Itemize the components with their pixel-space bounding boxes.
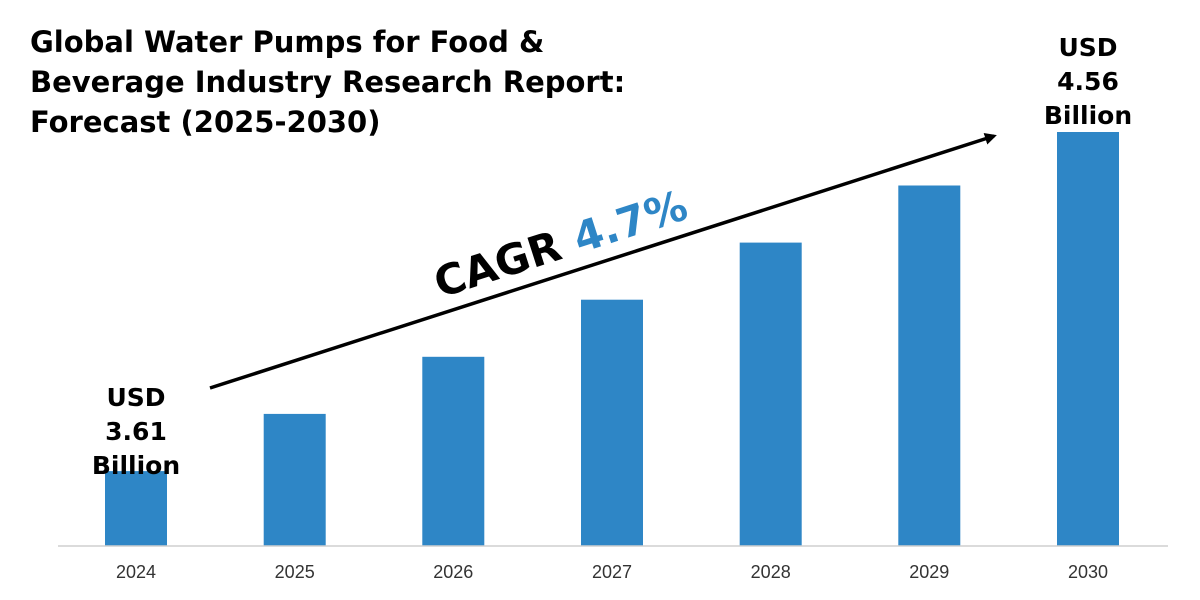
x-tick-label-2030: 2030 bbox=[1068, 562, 1108, 582]
end-value-callout: USD 4.56 Billion bbox=[1044, 33, 1132, 130]
chart-title: Global Water Pumps for Food & Beverage I… bbox=[30, 25, 625, 139]
x-tick-label-2029: 2029 bbox=[909, 562, 949, 582]
bar-2024 bbox=[105, 471, 167, 546]
x-axis-ticks: 2024 2025 2026 2027 2028 2029 2030 bbox=[116, 562, 1108, 582]
bar-2030 bbox=[1057, 132, 1119, 546]
x-tick-label-2024: 2024 bbox=[116, 562, 156, 582]
end-label-currency: USD bbox=[1058, 33, 1117, 62]
start-label-currency: USD bbox=[106, 383, 165, 412]
bar-2028 bbox=[739, 242, 802, 546]
bars-layer bbox=[105, 132, 1119, 546]
x-tick-label-2026: 2026 bbox=[433, 562, 473, 582]
bar-2026 bbox=[422, 356, 485, 546]
end-label-value: 4.56 bbox=[1057, 67, 1119, 96]
bar-2025 bbox=[263, 413, 326, 546]
start-label-unit: Billion bbox=[92, 451, 180, 480]
growth-arrow bbox=[209, 133, 997, 390]
title-line-2: Beverage Industry Research Report: bbox=[30, 65, 625, 99]
x-tick-label-2028: 2028 bbox=[751, 562, 791, 582]
title-line-1: Global Water Pumps for Food & bbox=[30, 25, 544, 59]
bar-2029 bbox=[898, 185, 961, 546]
title-line-3: Forecast (2025-2030) bbox=[30, 105, 380, 139]
start-label-value: 3.61 bbox=[105, 417, 167, 446]
x-tick-label-2027: 2027 bbox=[592, 562, 632, 582]
start-value-callout: USD 3.61 Billion bbox=[92, 383, 180, 480]
cagr-value: 4.7% bbox=[567, 181, 693, 263]
end-label-unit: Billion bbox=[1044, 101, 1132, 130]
x-tick-label-2025: 2025 bbox=[275, 562, 315, 582]
bar-2027 bbox=[581, 299, 643, 546]
